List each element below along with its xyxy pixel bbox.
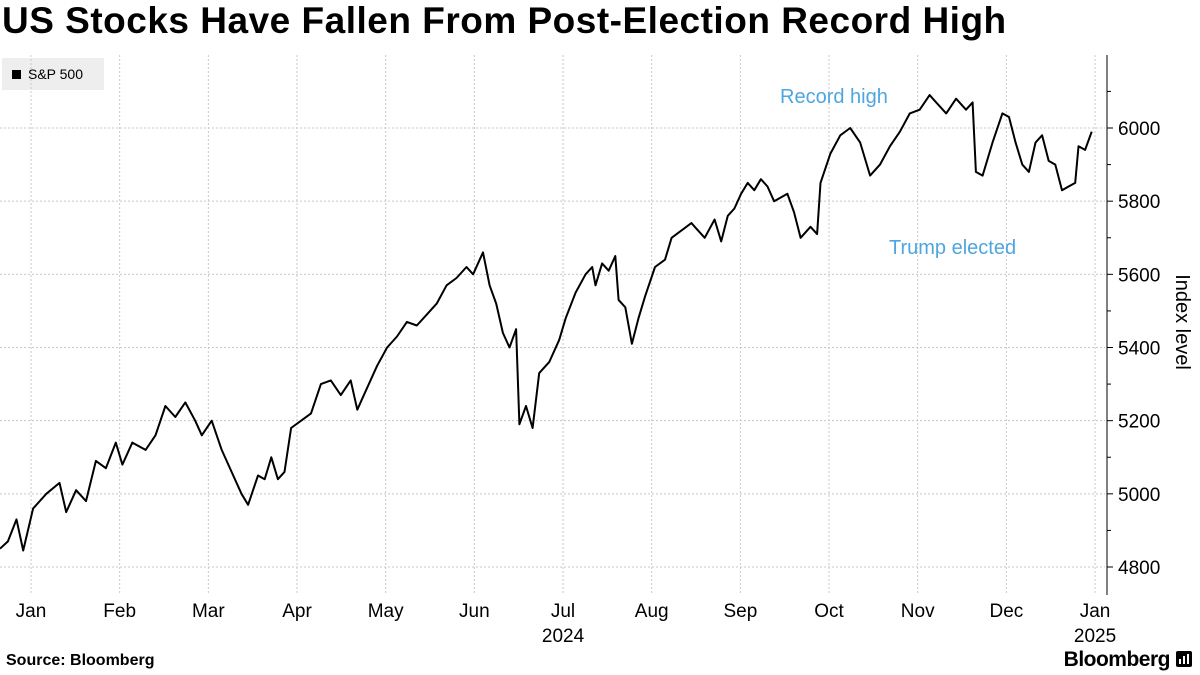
- x-tick-label: Apr: [282, 601, 312, 622]
- y-tick-label: 5400: [1118, 339, 1160, 360]
- x-tick-label: Nov: [901, 601, 935, 622]
- y-tick-label: 4800: [1118, 558, 1160, 579]
- x-tick-label: Feb: [103, 601, 136, 622]
- bloomberg-logo: Bloomberg: [1063, 648, 1171, 671]
- annotation-record-high: Record high: [780, 86, 888, 108]
- annotation-trump-elected: Trump elected: [889, 237, 1016, 259]
- y-tick-label: 5000: [1118, 485, 1160, 506]
- y-axis-label: Index level: [1171, 274, 1193, 370]
- x-year-label: 2025: [1074, 626, 1116, 647]
- series-group: [0, 94, 1093, 552]
- x-axis: Jan Feb Mar Apr May Jun Jul Aug Sep Oct Nov Dec Jan 2…: [16, 601, 1117, 647]
- x-tick-label: Sep: [723, 601, 757, 622]
- x-tick-label: May: [368, 601, 404, 622]
- legend-label: S&P 500: [28, 66, 84, 82]
- x-tick-label: Oct: [814, 601, 844, 622]
- y-tick-label: 6000: [1118, 119, 1160, 140]
- x-tick-label: Jan: [1080, 601, 1111, 622]
- chart-title: US Stocks Have Fallen From Post-Election…: [2, 0, 1007, 41]
- y-tick-label: 5200: [1118, 412, 1160, 433]
- x-tick-label: Aug: [635, 601, 669, 622]
- annotations: Record high Trump elected: [780, 86, 1016, 259]
- source-note: Source: Bloomberg: [6, 652, 155, 669]
- bar-chart-icon: [1176, 651, 1192, 667]
- chart-grid: [0, 55, 1105, 595]
- x-year-label: 2024: [542, 626, 585, 647]
- series-line-sp500: [0, 94, 1093, 552]
- legend-swatch: [12, 70, 21, 79]
- x-tick-label: Jan: [16, 601, 47, 622]
- legend: S&P 500: [2, 58, 104, 90]
- x-tick-label: Jul: [551, 601, 575, 622]
- y-tick-label: 5800: [1118, 192, 1160, 213]
- x-tick-label: Dec: [989, 601, 1023, 622]
- y-tick-label: 5600: [1118, 265, 1160, 286]
- x-tick-label: Jun: [459, 601, 490, 622]
- y-axis: 4800 5000 5200 5400 5600 5800 6000: [1106, 55, 1160, 595]
- x-tick-label: Mar: [192, 601, 225, 622]
